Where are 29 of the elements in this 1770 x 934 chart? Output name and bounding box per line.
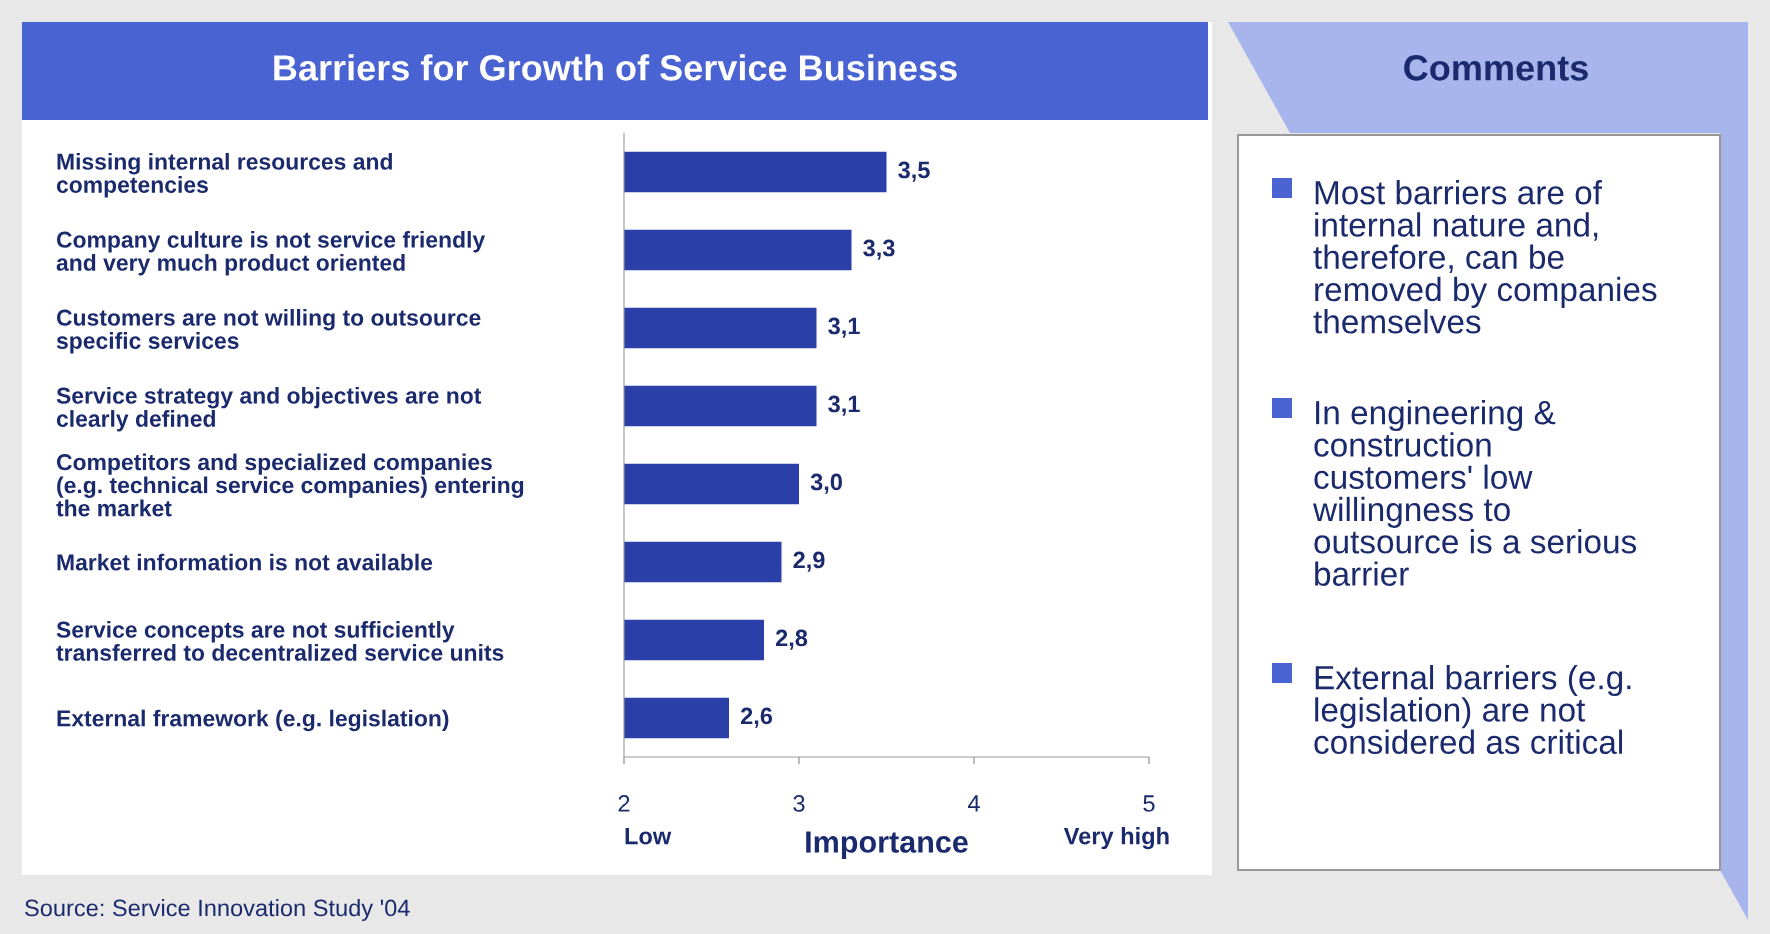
text: Most barriers are of internal nature and, therefore, can be removed by companies themselves xyxy=(1313,180,1657,334)
y-tick-label: Service concepts are not sufficiently transferred to decentralized service units xyxy=(56,621,504,661)
data-label: 2,8 xyxy=(775,629,808,650)
data-label: 2,9 xyxy=(793,551,825,572)
data-label: 3,3 xyxy=(863,239,895,260)
y-tick-label: Customers are not willing to outsource specific services xyxy=(56,308,481,354)
x-tick-label: 2 xyxy=(618,795,630,812)
chart-title: Barriers for Growth of Service Business xyxy=(274,54,957,81)
y-tick-label: External framework (e.g. legislation) xyxy=(57,709,449,732)
x-axis-title: Importance xyxy=(806,831,968,859)
data-label: 3,0 xyxy=(810,473,842,494)
text: Very high xyxy=(1063,827,1169,850)
data-label: 3,1 xyxy=(828,395,860,416)
text: Low xyxy=(625,827,672,845)
text: External barriers (e.g. legislation) are not considered as critical xyxy=(1314,665,1631,755)
data-label: 3,5 xyxy=(898,161,930,182)
y-tick-label: Service strategy and objectives are not clearly defined xyxy=(56,386,482,432)
y-tick-label: Market information is not available xyxy=(57,553,433,571)
text: Comments xyxy=(1404,55,1588,81)
source-note: Source: Service Innovation Study '04 xyxy=(25,898,410,922)
x-tick-label: 3 xyxy=(793,795,805,812)
data-label: 2,6 xyxy=(740,707,773,728)
y-tick-label: Competitors and specialized companies (e.g. technical service companies) entering the market xyxy=(56,453,524,517)
x-tick-label: 4 xyxy=(967,795,980,812)
x-tick-label: 5 xyxy=(1143,795,1155,812)
text: In engineering & construction customers' low willingness to outsource is a serious barrier xyxy=(1312,400,1637,586)
y-tick-label: Missing internal resources and competencies xyxy=(56,152,392,198)
y-tick-label: Company culture is not service friendly and very much product oriented xyxy=(56,231,486,276)
data-label: 3,1 xyxy=(828,317,860,338)
